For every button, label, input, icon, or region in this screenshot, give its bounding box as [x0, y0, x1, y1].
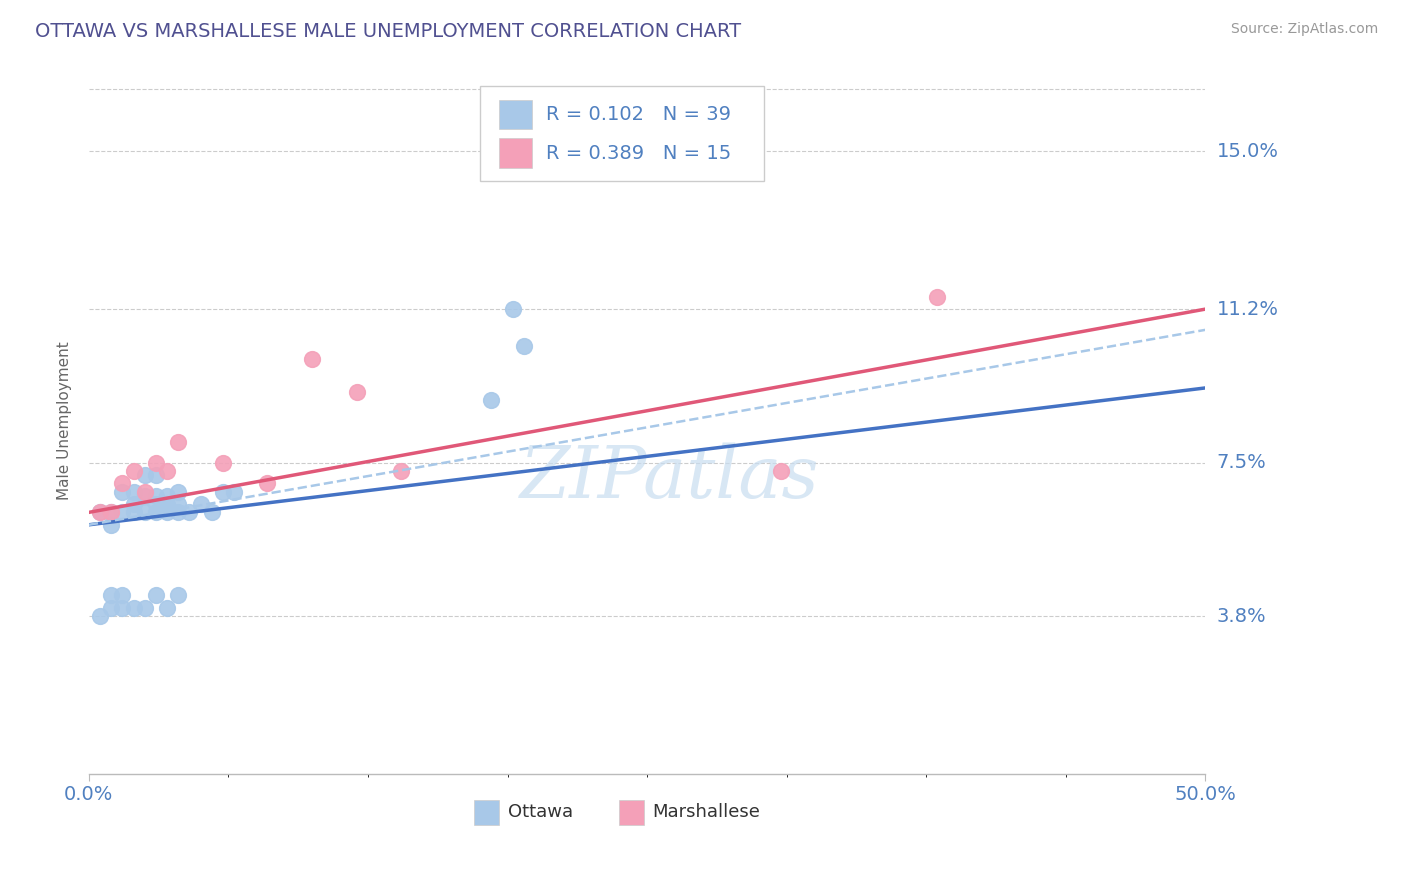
Text: Source: ZipAtlas.com: Source: ZipAtlas.com [1230, 22, 1378, 37]
Point [111, 588, 134, 602]
Point [179, 505, 201, 519]
FancyBboxPatch shape [499, 138, 531, 168]
Point [122, 484, 145, 499]
FancyBboxPatch shape [474, 800, 499, 825]
Point [222, 484, 245, 499]
Text: R = 0.389   N = 15: R = 0.389 N = 15 [546, 144, 731, 162]
Point [111, 476, 134, 491]
Point [211, 456, 233, 470]
Text: Marshallese: Marshallese [652, 804, 761, 822]
Text: Ottawa: Ottawa [508, 804, 572, 822]
Point [145, 468, 167, 483]
Point [145, 489, 167, 503]
Point [145, 456, 167, 470]
Point [391, 464, 413, 478]
Point [100, 505, 122, 519]
Point [89, 609, 111, 624]
Point [134, 600, 156, 615]
Point [111, 600, 134, 615]
Point [346, 385, 368, 400]
Point [100, 588, 122, 602]
Point [156, 464, 179, 478]
Text: OTTAWA VS MARSHALLESE MALE UNEMPLOYMENT CORRELATION CHART: OTTAWA VS MARSHALLESE MALE UNEMPLOYMENT … [35, 22, 741, 41]
Text: ZIPatlas: ZIPatlas [520, 442, 820, 513]
Point [134, 484, 156, 499]
Point [100, 600, 122, 615]
Point [167, 505, 190, 519]
FancyBboxPatch shape [479, 87, 765, 181]
Point [145, 497, 167, 511]
Point [190, 497, 212, 511]
Point [100, 517, 122, 532]
Point [100, 505, 122, 519]
Point [134, 505, 156, 519]
Text: 3.8%: 3.8% [1216, 607, 1267, 625]
Text: R = 0.102   N = 39: R = 0.102 N = 39 [546, 105, 731, 124]
Point [122, 464, 145, 478]
Text: 15.0%: 15.0% [1216, 142, 1278, 161]
FancyBboxPatch shape [499, 100, 531, 129]
Point [513, 339, 536, 353]
Point [167, 484, 190, 499]
Point [122, 505, 145, 519]
Point [89, 505, 111, 519]
Point [256, 476, 278, 491]
Point [89, 505, 111, 519]
Point [134, 468, 156, 483]
Point [156, 600, 179, 615]
Point [111, 484, 134, 499]
Point [927, 290, 949, 304]
Point [145, 588, 167, 602]
Text: 11.2%: 11.2% [1216, 300, 1278, 318]
Point [502, 302, 524, 317]
Point [111, 505, 134, 519]
Point [211, 484, 233, 499]
Point [122, 600, 145, 615]
FancyBboxPatch shape [619, 800, 644, 825]
Point [201, 505, 224, 519]
Point [167, 588, 190, 602]
Point [156, 489, 179, 503]
Point [167, 434, 190, 449]
Point [156, 497, 179, 511]
Point [134, 489, 156, 503]
Point [770, 464, 793, 478]
Point [122, 497, 145, 511]
Point [301, 351, 323, 366]
Point [156, 505, 179, 519]
Point [479, 393, 502, 408]
Point [145, 505, 167, 519]
Text: 7.5%: 7.5% [1216, 453, 1267, 472]
Point [167, 497, 190, 511]
Y-axis label: Male Unemployment: Male Unemployment [58, 342, 72, 500]
